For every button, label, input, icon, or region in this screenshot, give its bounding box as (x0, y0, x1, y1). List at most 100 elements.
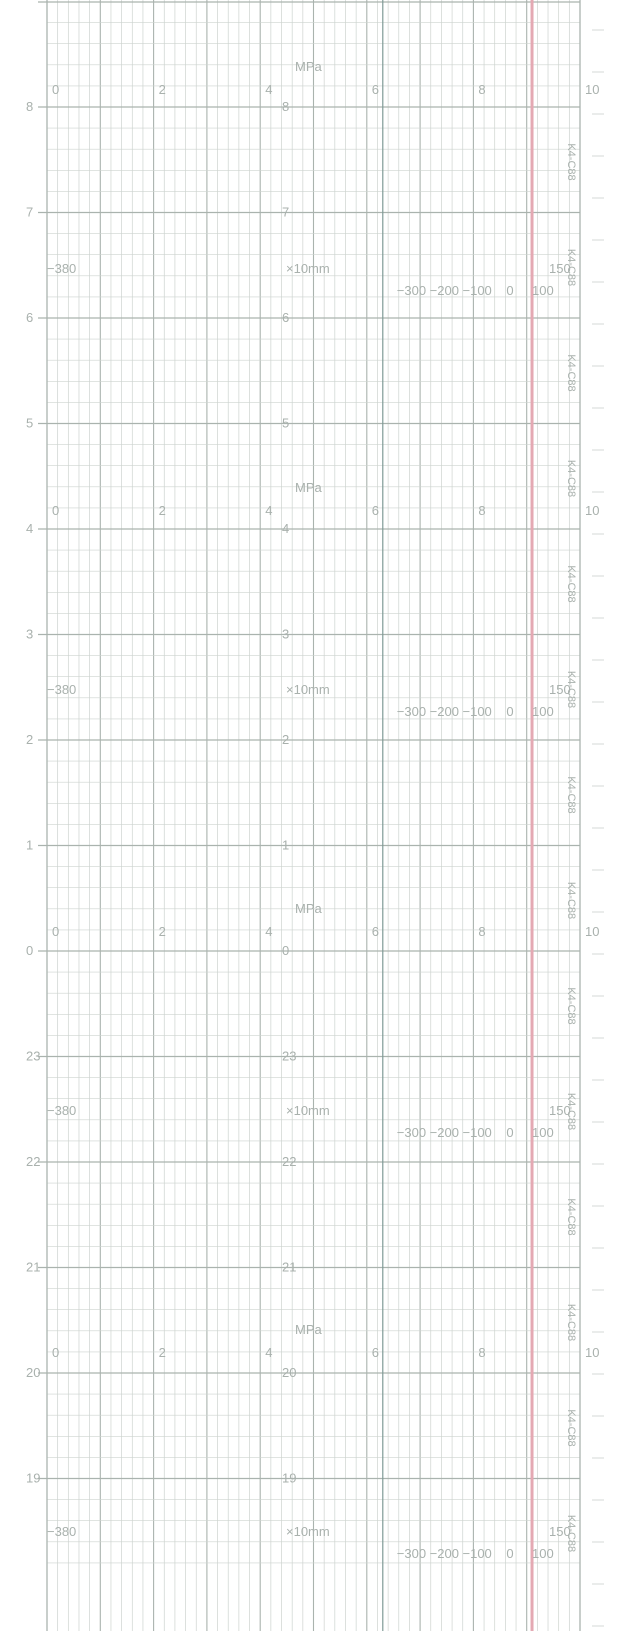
pressure-tick-label: 2 (159, 82, 166, 97)
pressure-tick-label: 4 (265, 1345, 272, 1360)
time-label-left: 4 (26, 521, 33, 536)
displacement-end-label: 150 (549, 682, 571, 697)
paper-code-label: K4-C88 (565, 565, 577, 602)
displacement-tick-label: −300 (397, 1546, 426, 1561)
time-label-center: 5 (282, 416, 289, 431)
displacement-tick-label: −200 (430, 1546, 459, 1561)
displacement-end-label: −380 (47, 682, 76, 697)
time-label-left: 1 (26, 838, 33, 853)
displacement-tick-label: 0 (506, 283, 513, 298)
pressure-tick-label: 0 (52, 82, 59, 97)
time-label-left: 23 (26, 1049, 40, 1064)
time-label-left: 20 (26, 1365, 40, 1380)
time-label-left: 2 (26, 732, 33, 747)
grid-layer (38, 0, 604, 1631)
displacement-tick-label: 0 (506, 1125, 513, 1140)
pressure-tick-label: 8 (478, 924, 485, 939)
time-label-center: 23 (282, 1049, 296, 1064)
pressure-tick-label: 6 (372, 1345, 379, 1360)
pressure-tick-label: 8 (478, 1345, 485, 1360)
pressure-unit-label: MPa (295, 59, 323, 74)
displacement-unit-label: ×10mm (286, 261, 330, 276)
displacement-tick-label: −300 (397, 283, 426, 298)
paper-code-label: K4-C88 (565, 1093, 577, 1130)
pressure-tick-label: 8 (478, 503, 485, 518)
paper-code-label: K4-C88 (565, 1304, 577, 1341)
time-label-center: 3 (282, 627, 289, 642)
time-label-center: 20 (282, 1365, 296, 1380)
pressure-unit-label: MPa (295, 901, 323, 916)
time-label-left: 3 (26, 627, 33, 642)
paper-code-label: K4-C88 (565, 249, 577, 286)
displacement-tick-label: −100 (463, 704, 492, 719)
time-label-left: 5 (26, 416, 33, 431)
time-label-center: 22 (282, 1154, 296, 1169)
paper-code-label: K4-C88 (565, 460, 577, 497)
displacement-tick-label: 100 (532, 283, 554, 298)
pressure-unit-label: MPa (295, 480, 323, 495)
displacement-tick-label: 100 (532, 704, 554, 719)
pressure-tick-label: 0 (52, 924, 59, 939)
pressure-tick-label: 6 (372, 924, 379, 939)
time-label-left: 7 (26, 205, 33, 220)
displacement-end-label: −380 (47, 1524, 76, 1539)
pressure-tick-label: 6 (372, 503, 379, 518)
time-label-center: 1 (282, 838, 289, 853)
time-label-left: 22 (26, 1154, 40, 1169)
pressure-tick-label: 6 (372, 82, 379, 97)
pressure-tick-label: 10 (585, 503, 599, 518)
time-label-left: 0 (26, 943, 33, 958)
pressure-tick-label: 10 (585, 1345, 599, 1360)
pressure-tick-label: 10 (585, 82, 599, 97)
pressure-tick-label: 8 (478, 82, 485, 97)
time-label-center: 21 (282, 1260, 296, 1275)
time-label-center: 0 (282, 943, 289, 958)
paper-code-label: K4-C88 (565, 1515, 577, 1552)
displacement-unit-label: ×10mm (286, 1103, 330, 1118)
displacement-unit-label: ×10mm (286, 682, 330, 697)
displacement-tick-label: 100 (532, 1546, 554, 1561)
paper-code-label: K4-C88 (565, 882, 577, 919)
pressure-tick-label: 2 (159, 1345, 166, 1360)
pressure-tick-label: 2 (159, 503, 166, 518)
time-label-left: 6 (26, 310, 33, 325)
displacement-tick-label: 0 (506, 704, 513, 719)
displacement-tick-label: −100 (463, 1546, 492, 1561)
displacement-tick-label: −300 (397, 1125, 426, 1140)
time-label-left: 21 (26, 1260, 40, 1275)
time-label-left: 8 (26, 99, 33, 114)
paper-code-label: K4-C88 (565, 354, 577, 391)
displacement-tick-label: 100 (532, 1125, 554, 1140)
displacement-tick-label: −200 (430, 1125, 459, 1140)
displacement-end-label: 150 (549, 261, 571, 276)
time-label-center: 8 (282, 99, 289, 114)
displacement-unit-label: ×10mm (286, 1524, 330, 1539)
displacement-end-label: 150 (549, 1524, 571, 1539)
time-label-center: 4 (282, 521, 289, 536)
pressure-tick-label: 4 (265, 82, 272, 97)
paper-code-label: K4-C88 (565, 776, 577, 813)
paper-code-label: K4-C88 (565, 143, 577, 180)
pressure-tick-label: 0 (52, 503, 59, 518)
paper-code-label: K4-C88 (565, 1198, 577, 1235)
displacement-tick-label: −200 (430, 704, 459, 719)
pressure-tick-label: 4 (265, 924, 272, 939)
pressure-unit-label: MPa (295, 1322, 323, 1337)
displacement-end-label: −380 (47, 1103, 76, 1118)
displacement-tick-label: −200 (430, 283, 459, 298)
paper-code-label: K4-C88 (565, 987, 577, 1024)
displacement-tick-label: −100 (463, 283, 492, 298)
displacement-tick-label: 0 (506, 1546, 513, 1561)
paper-code-label: K4-C88 (565, 671, 577, 708)
displacement-tick-label: −100 (463, 1125, 492, 1140)
time-label-center: 19 (282, 1471, 296, 1486)
displacement-end-label: −380 (47, 261, 76, 276)
pressure-tick-label: 2 (159, 924, 166, 939)
time-label-center: 6 (282, 310, 289, 325)
paper-code-label: K4-C88 (565, 1409, 577, 1446)
time-label-center: 7 (282, 205, 289, 220)
time-label-center: 2 (282, 732, 289, 747)
